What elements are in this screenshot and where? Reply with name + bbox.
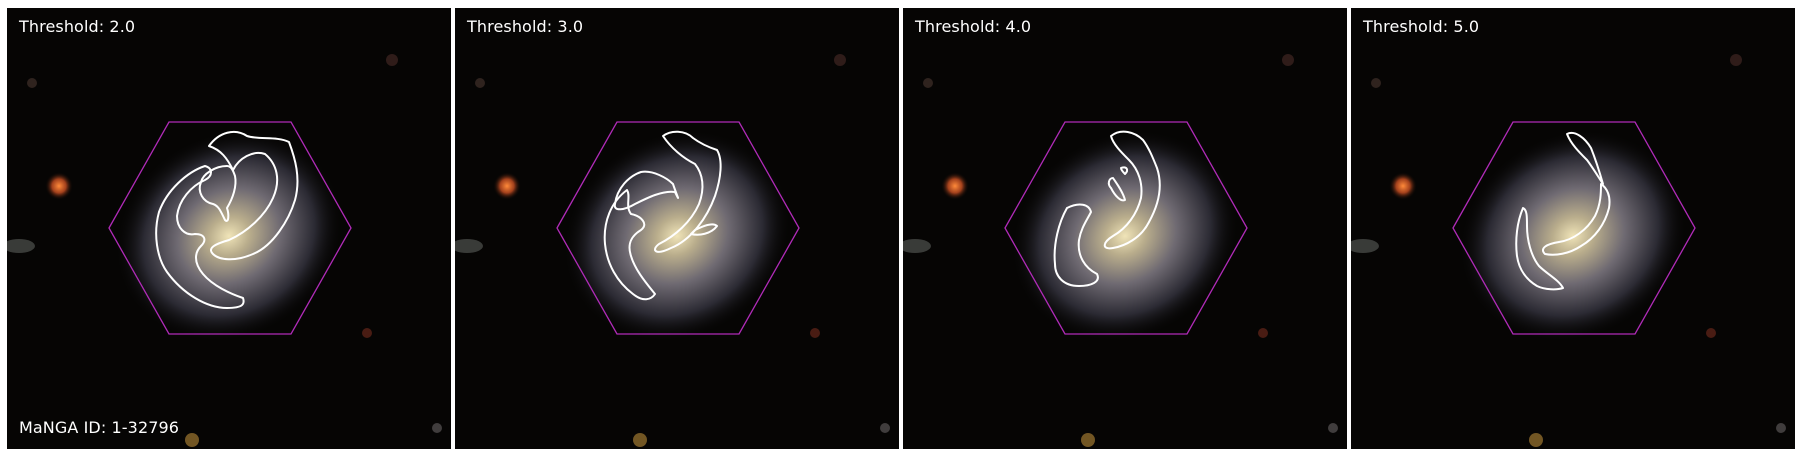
galaxy-image [455,8,899,449]
star [903,239,931,253]
ifu-hexagon-outline [1004,121,1248,335]
star [1706,328,1716,338]
panel-threshold-4: Threshold: 4.0 [903,8,1347,449]
star [923,78,933,88]
star [7,239,35,253]
star [1081,433,1095,447]
spiral-arm-contour [1515,132,1611,291]
star [810,328,820,338]
star [1371,78,1381,88]
spiral-arm-contour [603,130,722,301]
star [633,433,647,447]
star [1389,172,1417,200]
star [1730,54,1742,66]
panel-threshold-5: Threshold: 5.0 [1351,8,1795,449]
spiral-arm-contour [1053,130,1161,287]
star [386,54,398,66]
star [1282,54,1294,66]
star [185,433,199,447]
galaxy-glow [1458,129,1688,343]
star [432,423,442,433]
ifu-hexagon-outline [108,121,352,335]
galaxy-image [7,8,451,449]
galaxy-glow [1010,129,1240,343]
star [880,423,890,433]
star [1776,423,1786,433]
threshold-label: Threshold: 3.0 [467,17,584,36]
threshold-label: Threshold: 5.0 [1363,17,1480,36]
star [455,239,483,253]
star [27,78,37,88]
panel-threshold-3: Threshold: 3.0 [455,8,899,449]
star [475,78,485,88]
star [1529,433,1543,447]
manga-id-label: MaNGA ID: 1-32796 [19,418,180,437]
galaxy-image [1351,8,1795,449]
ifu-hexagon-outline [1452,121,1696,335]
spiral-arm-contour [155,130,299,309]
panel-threshold-2: Threshold: 2.0 MaNGA ID: 1-32796 [7,8,451,449]
galaxy-image [903,8,1347,449]
threshold-label: Threshold: 4.0 [915,17,1032,36]
star [493,172,521,200]
galaxy-glow [562,129,792,343]
threshold-label: Threshold: 2.0 [19,17,136,36]
galaxy-glow [114,129,344,343]
star [1328,423,1338,433]
star [45,172,73,200]
star [362,328,372,338]
star [941,172,969,200]
star [1258,328,1268,338]
ifu-hexagon-outline [556,121,800,335]
star [1351,239,1379,253]
star [834,54,846,66]
